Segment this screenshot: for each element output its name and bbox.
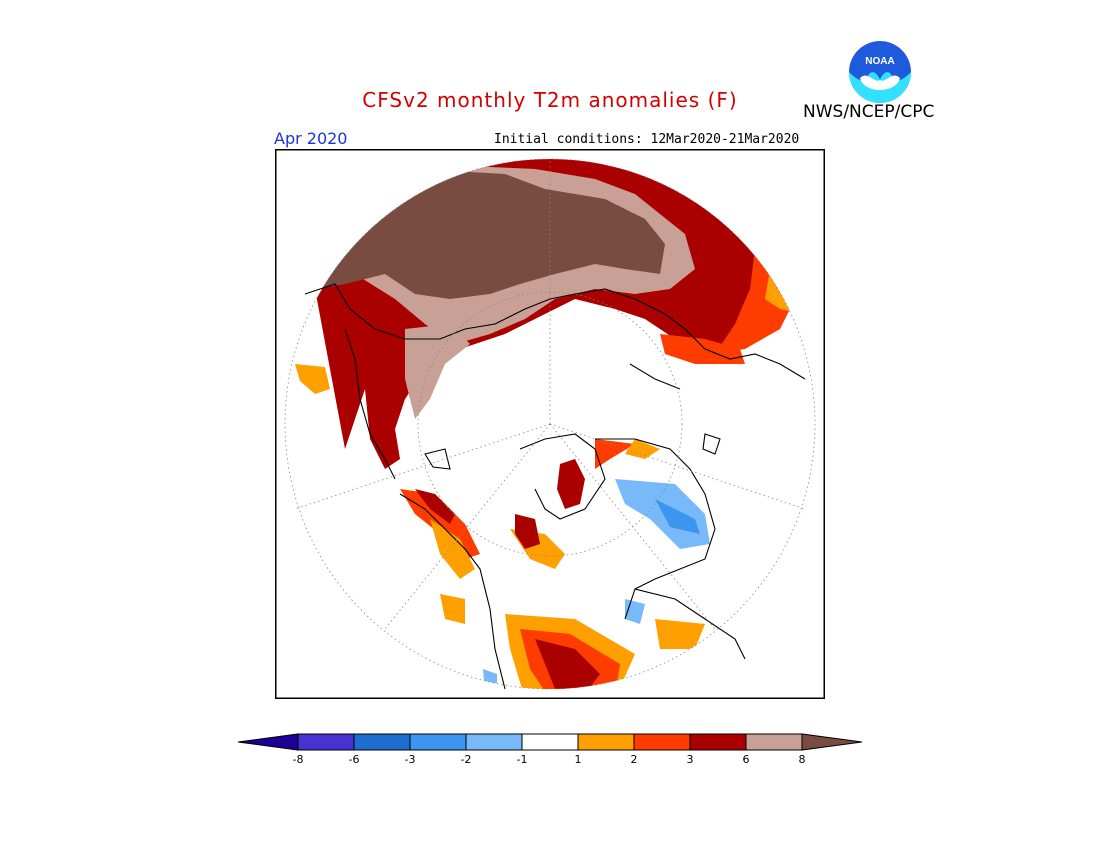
anomaly-region-himalaya-6to8 xyxy=(405,324,470,419)
noaa-logo-text: NOAA xyxy=(865,56,894,67)
colorbar-tick-label: 3 xyxy=(686,753,694,766)
colorbar-tick-label: -3 xyxy=(404,753,416,766)
colorbar-bin xyxy=(353,733,411,751)
colorbar-tick-label: 1 xyxy=(574,753,582,766)
colorbar-bin xyxy=(745,733,803,751)
colorbar-tick-label: -2 xyxy=(460,753,472,766)
initial-conditions-label: Initial conditions: 12Mar2020-21Mar2020 xyxy=(494,132,800,147)
noaa-logo-icon: NOAA xyxy=(849,41,911,103)
anomaly-region-arctic-canada-2to3 xyxy=(595,439,635,469)
colorbar-bin-low xyxy=(238,733,299,751)
anomaly-region-canada-cool-2 xyxy=(655,499,700,534)
anomaly-region-europe-3to6 xyxy=(415,489,455,524)
colorbar-tick-label: -8 xyxy=(292,753,304,766)
anomaly-region-pacific-1to2 xyxy=(440,594,465,624)
colorbar-bin xyxy=(633,733,691,751)
colorbar-tick-label: -6 xyxy=(348,753,360,766)
graticule xyxy=(284,158,816,690)
colorbar-bin xyxy=(465,733,523,751)
coastlines xyxy=(304,283,806,690)
colorbar-tick-label: 6 xyxy=(742,753,750,766)
colorbar-tick-label: -1 xyxy=(516,753,528,766)
colorbar-tick-label: 2 xyxy=(630,753,638,766)
valid-month-label: Apr 2020 xyxy=(274,129,348,148)
anomaly-region-greenland-sea-3to6 xyxy=(515,514,540,549)
agency-label: NWS/NCEP/CPC xyxy=(803,102,935,122)
anomaly-region-canada-cool xyxy=(615,479,710,549)
polar-map xyxy=(275,149,825,699)
anomaly-region-north-america-3to6 xyxy=(535,639,600,689)
colorbar-bin xyxy=(409,733,467,751)
colorbar-bin xyxy=(577,733,635,751)
anomaly-region-arctic-canada-1to2 xyxy=(625,439,660,459)
colorbar xyxy=(238,733,862,751)
map-title: CFSv2 monthly T2m anomalies (F) xyxy=(362,88,738,112)
anomaly-region-south-asia-1to2 xyxy=(295,364,330,394)
colorbar-bin xyxy=(689,733,747,751)
colorbar-bin xyxy=(521,733,579,751)
anomaly-region-scandinavia-3to6 xyxy=(557,459,585,509)
colorbar-bin-high xyxy=(801,733,862,751)
colorbar-bin xyxy=(297,733,355,751)
colorbar-tick-label: 8 xyxy=(798,753,806,766)
